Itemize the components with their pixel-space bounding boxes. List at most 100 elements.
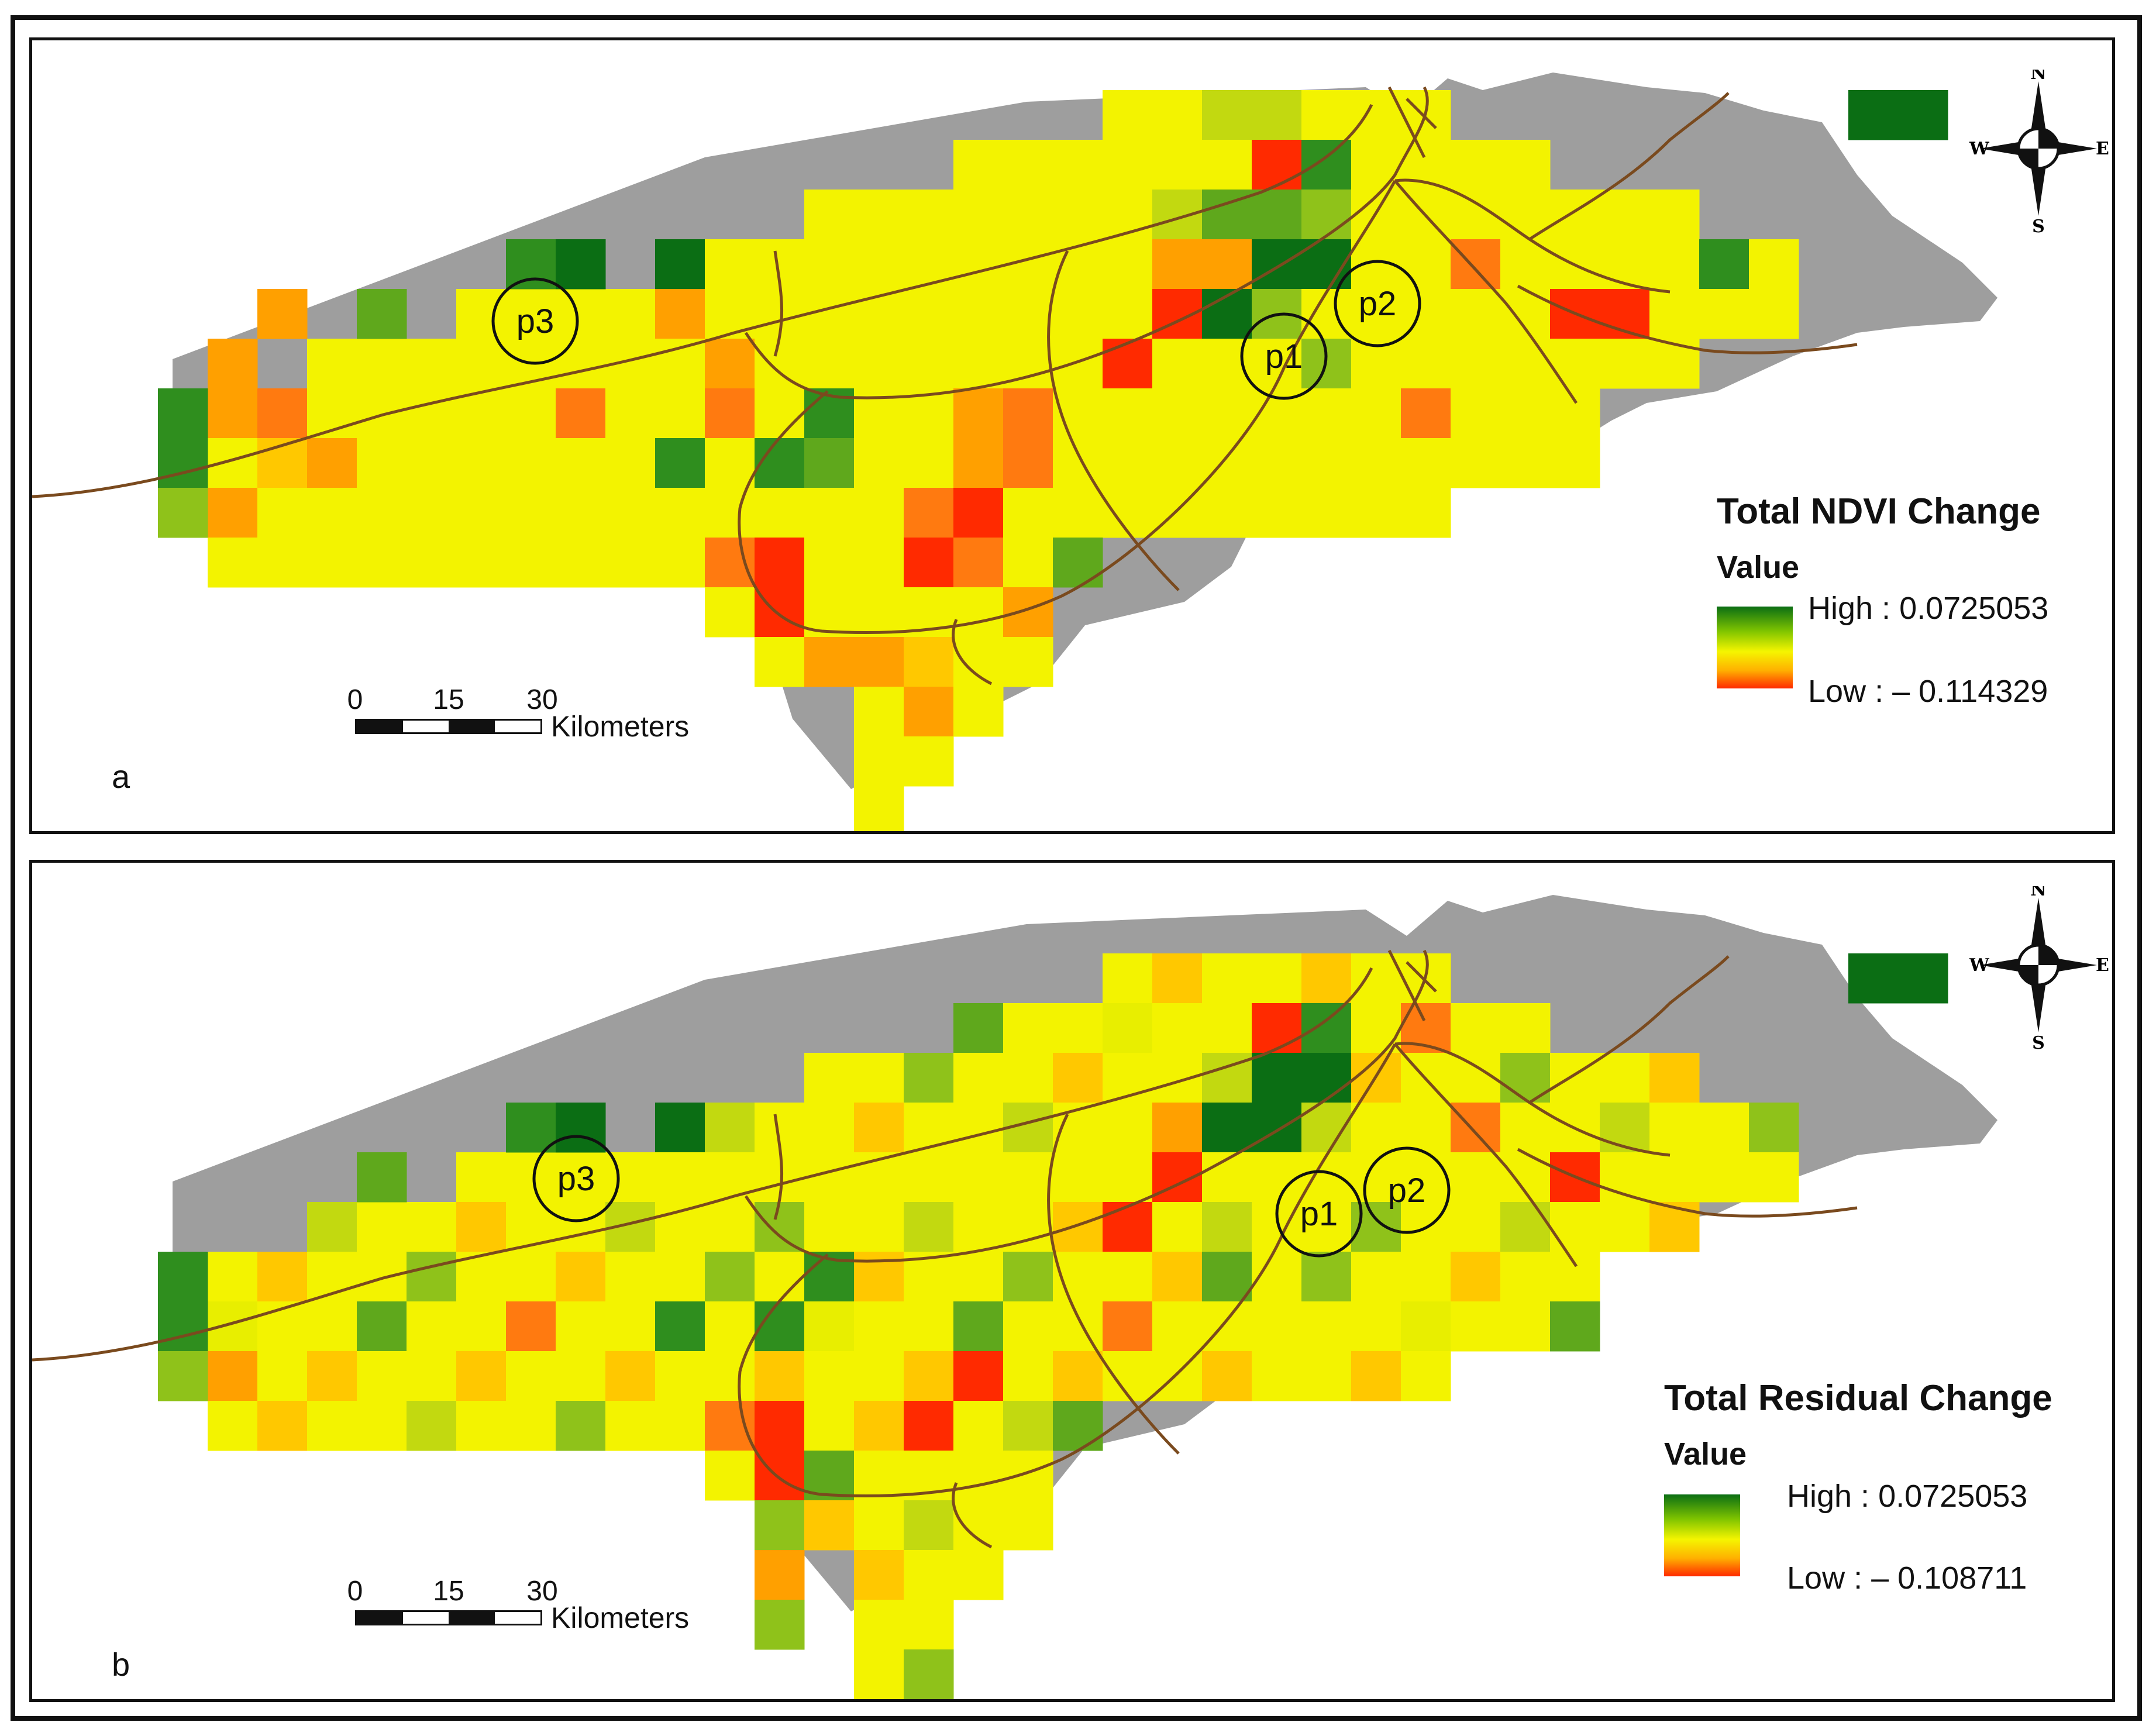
grid-cell bbox=[854, 587, 904, 638]
grid-cell bbox=[556, 1401, 606, 1451]
grid-cell bbox=[407, 1202, 457, 1252]
grid-cell bbox=[1301, 140, 1352, 190]
grid-cell bbox=[705, 1451, 755, 1501]
grid-cell bbox=[257, 289, 308, 339]
grid-cell bbox=[1351, 438, 1401, 488]
grid-cell bbox=[705, 1152, 755, 1203]
road bbox=[1528, 92, 1730, 241]
svg-text:W: W bbox=[1969, 955, 1990, 976]
grid-cell bbox=[1103, 1103, 1153, 1153]
grid-cell bbox=[755, 637, 805, 687]
grid-cell bbox=[953, 388, 1004, 439]
grid-cell bbox=[854, 1500, 904, 1551]
grid-cell bbox=[1600, 339, 1650, 389]
grid-cell bbox=[158, 388, 208, 439]
grid-cell bbox=[755, 488, 805, 538]
grid-cell bbox=[705, 388, 755, 439]
grid-cell bbox=[904, 190, 954, 240]
grid-cell bbox=[1053, 1152, 1103, 1203]
grid-cell bbox=[1103, 140, 1153, 190]
grid-cell bbox=[1401, 388, 1451, 439]
grid-cell bbox=[755, 587, 805, 638]
grid-cell bbox=[1103, 1003, 1153, 1053]
grid-cell bbox=[953, 1301, 1004, 1352]
grid-cell bbox=[307, 1401, 357, 1451]
grid-cell bbox=[1749, 1103, 1799, 1153]
legend-high: High : 0.0725053 bbox=[1808, 591, 2049, 626]
grid-cell bbox=[1252, 953, 1302, 1004]
grid-cell bbox=[953, 1500, 1004, 1551]
grid-cell bbox=[904, 339, 954, 389]
grid-cell bbox=[1500, 140, 1551, 190]
grid-cell bbox=[456, 289, 507, 339]
grid-cell bbox=[208, 388, 258, 439]
grid-cell bbox=[1053, 1351, 1103, 1401]
road bbox=[952, 1482, 993, 1549]
grid-cell bbox=[605, 538, 656, 588]
grid-cell bbox=[1152, 339, 1203, 389]
grid-cell bbox=[1301, 289, 1352, 339]
grid-cell bbox=[1202, 438, 1252, 488]
svg-text:E: E bbox=[2096, 955, 2109, 976]
grid-cell bbox=[357, 1301, 407, 1352]
grid-cell bbox=[755, 339, 805, 389]
grid-cell bbox=[506, 1252, 556, 1302]
grid-cell bbox=[1053, 1053, 1103, 1103]
grid-cell bbox=[1202, 90, 1252, 140]
grid-cell bbox=[1301, 438, 1352, 488]
grid-cell bbox=[655, 1301, 705, 1352]
marker-p3: p3 bbox=[491, 277, 579, 365]
marker-p3: p3 bbox=[532, 1135, 620, 1222]
grid-cell bbox=[904, 1649, 954, 1699]
grid-cell bbox=[1351, 289, 1401, 339]
marker-label: p3 bbox=[516, 302, 555, 340]
grid-cell bbox=[755, 1301, 805, 1352]
grid-cell bbox=[1699, 1103, 1749, 1153]
svg-text:N: N bbox=[2030, 886, 2046, 900]
grid-cell bbox=[1401, 1152, 1451, 1203]
grid-cell bbox=[804, 1301, 855, 1352]
grid-cell bbox=[904, 1152, 954, 1203]
road bbox=[32, 104, 1373, 498]
grid-cell bbox=[158, 1252, 208, 1302]
grid-cell bbox=[1451, 1003, 1501, 1053]
ndvi-map: p1 p2 p3 bbox=[32, 73, 1997, 831]
panel-label: b bbox=[112, 1646, 130, 1683]
grid-cell bbox=[456, 1152, 507, 1203]
grid-cell bbox=[1053, 488, 1103, 538]
grid-cell bbox=[1550, 388, 1600, 439]
grid-cell bbox=[953, 289, 1004, 339]
grid-cell bbox=[1451, 1252, 1501, 1302]
grid-cell bbox=[307, 438, 357, 488]
grid-cell bbox=[208, 1351, 258, 1401]
grid-cell bbox=[1202, 953, 1252, 1004]
grid-cell bbox=[556, 1152, 606, 1203]
grid-cell bbox=[1401, 1103, 1451, 1153]
grid-cell bbox=[1301, 388, 1352, 439]
grid-cell bbox=[953, 1351, 1004, 1401]
grid-cell bbox=[755, 1550, 805, 1600]
grid-cell bbox=[1003, 1401, 1053, 1451]
grid-cell bbox=[506, 1301, 556, 1352]
grid-cell bbox=[705, 1351, 755, 1401]
grid-cell bbox=[158, 1301, 208, 1352]
grid-cell bbox=[1699, 239, 1749, 290]
grid-cell bbox=[1202, 1202, 1252, 1252]
grid-cell bbox=[1053, 190, 1103, 240]
grid-cell bbox=[1898, 90, 1948, 140]
grid-cell bbox=[307, 1202, 357, 1252]
grid-cell bbox=[1401, 488, 1451, 538]
legend-low: Low : – 0.108711 bbox=[1787, 1561, 2027, 1596]
svg-text:N: N bbox=[2030, 70, 2046, 84]
grid-cell bbox=[1749, 289, 1799, 339]
grid-cell bbox=[1252, 1301, 1302, 1352]
grid-cell bbox=[257, 1401, 308, 1451]
grid-cell bbox=[1053, 1003, 1103, 1053]
grid-cell bbox=[1600, 1053, 1650, 1103]
grid-cell bbox=[1103, 1202, 1153, 1252]
grid-cell bbox=[1152, 1103, 1203, 1153]
grid-cell bbox=[605, 289, 656, 339]
grid-cell bbox=[655, 1152, 705, 1203]
grid-cell bbox=[655, 1401, 705, 1451]
grid-cell bbox=[1003, 587, 1053, 638]
